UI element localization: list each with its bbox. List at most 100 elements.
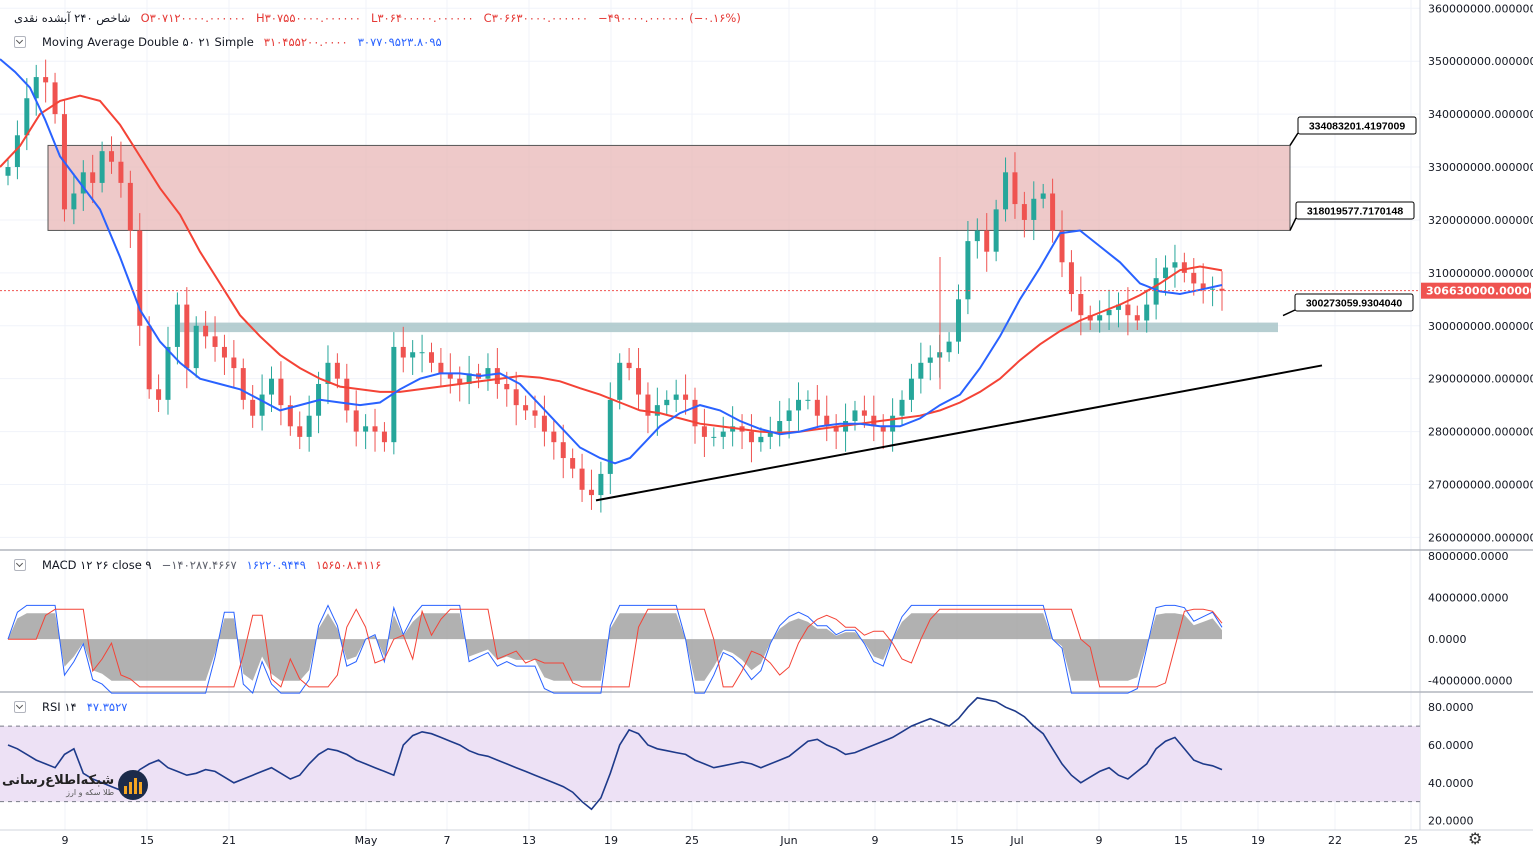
candle-body (683, 394, 689, 400)
candle-body (720, 431, 726, 437)
candle-body (833, 426, 839, 432)
macd-axis-tick-label: 4000000.0000 (1428, 592, 1508, 605)
collapse-chevron-icon[interactable] (14, 559, 26, 571)
candle-body (193, 325, 199, 369)
candle-body (221, 346, 227, 358)
macd-line (7, 604, 1223, 695)
symbol-name: شاخص ۲۴۰ آبشده نقدی (14, 11, 131, 25)
price-axis-tick-label: 260000000.0000000 (1428, 531, 1533, 544)
ma-legend-fast-value: ۳۰۷۷۰۹۵۲۳.۸۰۹۵ (357, 35, 442, 49)
candle-body (494, 368, 500, 384)
candle-body (457, 378, 463, 384)
candle-body (1125, 304, 1131, 316)
callout-pointer (1289, 217, 1297, 231)
rsi-legend-label: RSI ۱۴ (42, 700, 77, 714)
candle-body (184, 304, 190, 369)
macd-axis-tick-label: 8000000.0000 (1428, 550, 1508, 563)
candle-body (1219, 288, 1225, 291)
candle-body (381, 431, 387, 443)
candle-body (287, 405, 293, 427)
price-axis-tick-label: 310000000.0000000 (1428, 267, 1533, 280)
candle-body (711, 436, 717, 438)
candle-body (99, 151, 105, 183)
candle-body (344, 378, 350, 411)
price-axis-tick-label: 330000000.0000000 (1428, 161, 1533, 174)
candle-body (428, 352, 434, 363)
candle-body (664, 399, 670, 406)
macd-legend-hist: −۱۴۰۲۸۷.۴۶۶۷ (161, 558, 237, 572)
candle-body (137, 230, 143, 326)
candle-body (400, 346, 406, 358)
candle-body (203, 325, 209, 337)
ohlc-change: −۴۹۰۰۰۰.۰۰۰۰۰۰ (−۰.۱۶%) (598, 11, 741, 25)
candle-body (1163, 267, 1169, 279)
candle-body (71, 193, 77, 210)
candle-body (899, 399, 905, 416)
macd-legend[interactable]: MACD ۱۲ ۲۶ close ۹ −۱۴۰۲۸۷.۴۶۶۷ ۱۶۲۲۰.۹۴… (14, 558, 381, 572)
price-axis-tick-label: 300000000.0000000 (1428, 320, 1533, 333)
time-axis-tick-label: 7 (444, 834, 451, 847)
ma-slow-line (0, 94, 1223, 434)
candle-body (767, 431, 773, 437)
candle-body (692, 399, 698, 427)
ma-legend[interactable]: Moving Average Double ۵۰ ۲۱ Simple ۳۱۰۴۵… (14, 35, 442, 49)
time-axis-tick-label: 9 (62, 834, 69, 847)
time-axis-tick-label: 19 (604, 834, 618, 847)
candle-body (796, 399, 802, 411)
candle-body (410, 352, 416, 358)
logo-name: شبکه‌اطلاع‌رسانی (2, 773, 115, 788)
candle-body (334, 362, 340, 379)
candle-body (541, 415, 547, 432)
candle-body (1040, 193, 1046, 199)
candle-body (297, 426, 303, 437)
candle-body (673, 394, 679, 400)
ohlc-open: O۳۰۷۱۲۰۰۰۰.۰۰۰۰۰۰ (140, 11, 246, 25)
price-callout-box (1297, 116, 1417, 135)
logo-subtitle: طلا سکه و ارز (66, 788, 115, 797)
rsi-legend-value: ۴۷.۳۵۲۷ (86, 700, 128, 714)
candle-body (579, 468, 585, 490)
rsi-axis-tick-label: 60.0000 (1428, 739, 1474, 752)
candle-body (1012, 172, 1018, 205)
time-axis-tick-label: 25 (1404, 834, 1418, 847)
price-callout-label: 318019577.7170148 (1307, 206, 1404, 218)
price-callout-label: 334083201.4197009 (1309, 121, 1406, 133)
candle-body (118, 161, 124, 183)
candle-body (250, 399, 256, 416)
support-zone (180, 322, 1278, 333)
candle-body (419, 352, 425, 354)
candle-body (1172, 262, 1178, 268)
candle-body (438, 362, 444, 374)
candle-body (636, 368, 642, 395)
time-axis-tick-label: 15 (140, 834, 154, 847)
time-axis-tick-label: 15 (950, 834, 964, 847)
candle-body (786, 410, 792, 422)
candle-body (645, 394, 651, 416)
candle-body (824, 415, 830, 427)
callout-pointer (1282, 309, 1296, 317)
ma-fast-line (0, 58, 1223, 465)
macd-histogram (8, 613, 1222, 681)
candle-body (363, 426, 369, 432)
candle-body (523, 405, 529, 411)
candle-body (1106, 309, 1112, 316)
rsi-legend[interactable]: RSI ۱۴ ۴۷.۳۵۲۷ (14, 700, 127, 714)
macd-legend-macd: ۱۶۲۲۰.۹۴۴۹ (246, 558, 306, 572)
collapse-chevron-icon[interactable] (14, 36, 26, 48)
rsi-axis-tick-label: 20.0000 (1428, 815, 1474, 828)
candle-body (14, 135, 20, 168)
symbol-legend: شاخص ۲۴۰ آبشده نقدی O۳۰۷۱۲۰۰۰۰.۰۰۰۰۰۰ H۳… (14, 11, 741, 25)
time-axis-tick-label: May (355, 834, 378, 847)
price-axis-tick-label: 350000000.0000000 (1428, 55, 1533, 68)
candle-body (90, 172, 96, 183)
last-price-tag (1421, 282, 1531, 299)
candle-body (1200, 283, 1206, 289)
gear-icon[interactable]: ⚙ (1468, 829, 1483, 848)
candle-body (231, 357, 237, 369)
candle-body (278, 378, 284, 406)
collapse-chevron-icon[interactable] (14, 701, 26, 713)
candle-body (212, 336, 218, 347)
candle-body (156, 389, 162, 400)
